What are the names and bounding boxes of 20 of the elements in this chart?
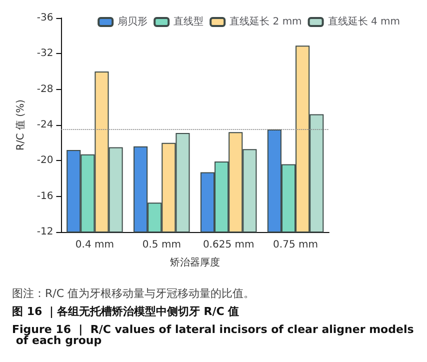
legend-label: 直线延长 4 mm [328, 16, 400, 28]
y-axis-title: R/C 值 (%) [16, 99, 26, 150]
x-tick-label: 0.625 mm [202, 240, 254, 250]
y-tick-label: -36 [36, 12, 54, 24]
y-tick-label: -12 [36, 226, 54, 238]
x-tick-label: 0.5 mm [142, 240, 181, 250]
y-tick-label: -24 [36, 120, 54, 130]
y-tick-label: -28 [36, 84, 54, 95]
y-tick-label: -16 [36, 190, 54, 202]
x-tick-label: 0.75 mm [273, 240, 318, 250]
legend-label: 扇贝形 [118, 16, 148, 28]
y-tick-label: -20 [36, 155, 54, 166]
legend-label: 直线型 [174, 16, 204, 28]
y-tick-label: -32 [36, 48, 54, 60]
x-axis-title: 矫治器厚度 [170, 256, 220, 268]
caption: Figure 16 | R/C values of lateral incisors of clear aligner models of each group [12, 323, 414, 347]
text: 图注：R/C 值为牙根移动量与牙冠移动量的比值。 [12, 287, 255, 300]
caption: 图 16 ｜各组无托槽矫治模型中侧切牙 R/C 值 [12, 305, 240, 318]
legend-label: 直线延长 2 mm [230, 16, 302, 28]
x-tick-label: 0.4 mm [75, 240, 114, 250]
